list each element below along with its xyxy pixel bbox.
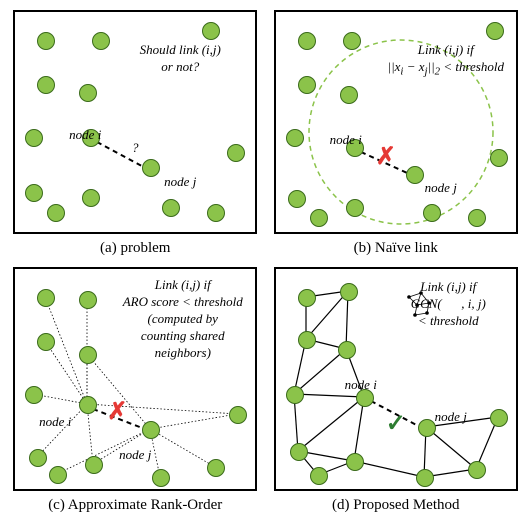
node — [25, 129, 43, 147]
panel-2: Link (i,j) ifARO score < threshold(compu… — [13, 267, 257, 491]
annotation-text: Should link (i,j)or not? — [115, 42, 245, 76]
node — [290, 443, 308, 461]
panel-0: Should link (i,j)or not? node i node j? — [13, 10, 257, 234]
node — [346, 453, 364, 471]
node — [298, 32, 316, 50]
annotation-text: node i — [321, 132, 371, 149]
node — [49, 466, 67, 484]
annotation-text: node i — [336, 377, 386, 394]
node — [47, 204, 65, 222]
node — [25, 386, 43, 404]
node — [152, 469, 170, 487]
panel-caption: (b) Naïve link — [354, 240, 438, 257]
node — [490, 149, 508, 167]
panel-caption: (a) problem — [100, 240, 170, 257]
node — [92, 32, 110, 50]
panel-caption: (c) Approximate Rank-Order — [48, 497, 222, 514]
node — [37, 333, 55, 351]
node — [340, 283, 358, 301]
annotation-text: ? — [125, 140, 145, 157]
node — [310, 209, 328, 227]
node — [346, 199, 364, 217]
node — [227, 144, 245, 162]
annotation-text: node j — [110, 447, 160, 464]
node — [37, 32, 55, 50]
node — [340, 86, 358, 104]
annotation-text: Link (i,j) ifGCN( , i, j)< threshold — [381, 279, 516, 330]
node — [207, 204, 225, 222]
node — [416, 469, 434, 487]
node — [37, 76, 55, 94]
node — [29, 449, 47, 467]
node — [79, 346, 97, 364]
node — [423, 204, 441, 222]
node — [338, 341, 356, 359]
node — [298, 331, 316, 349]
node — [207, 459, 225, 477]
node — [37, 289, 55, 307]
node — [286, 386, 304, 404]
node — [298, 289, 316, 307]
node — [310, 467, 328, 485]
annotation-text: Link (i,j) if||xi − xj||2 < threshold — [376, 42, 516, 79]
node — [490, 409, 508, 427]
check-icon: ✓ — [386, 409, 406, 438]
node — [85, 456, 103, 474]
annotation-text: node j — [426, 409, 476, 426]
annotation-text: node i — [60, 127, 110, 144]
annotation-text: node j — [155, 174, 205, 191]
cross-icon: ✗ — [107, 397, 127, 426]
node — [79, 396, 97, 414]
panel-caption: (d) Proposed Method — [332, 497, 460, 514]
node — [79, 84, 97, 102]
node — [298, 76, 316, 94]
node — [486, 22, 504, 40]
node — [468, 461, 486, 479]
node — [468, 209, 486, 227]
node — [343, 32, 361, 50]
node — [142, 421, 160, 439]
node — [202, 22, 220, 40]
panel-1: Link (i,j) if||xi − xj||2 < threshold nod… — [274, 10, 518, 234]
node — [79, 291, 97, 309]
annotation-text: node i — [30, 414, 80, 431]
node — [229, 406, 247, 424]
cross-icon: ✗ — [376, 142, 396, 171]
node — [162, 199, 180, 217]
annotation-text: Link (i,j) ifARO score < threshold(compu… — [110, 277, 255, 361]
panel-3: Link (i,j) ifGCN( , i, j)< threshold node… — [274, 267, 518, 491]
annotation-text: node j — [416, 180, 466, 197]
node — [82, 189, 100, 207]
node — [288, 190, 306, 208]
node — [25, 184, 43, 202]
node — [286, 129, 304, 147]
